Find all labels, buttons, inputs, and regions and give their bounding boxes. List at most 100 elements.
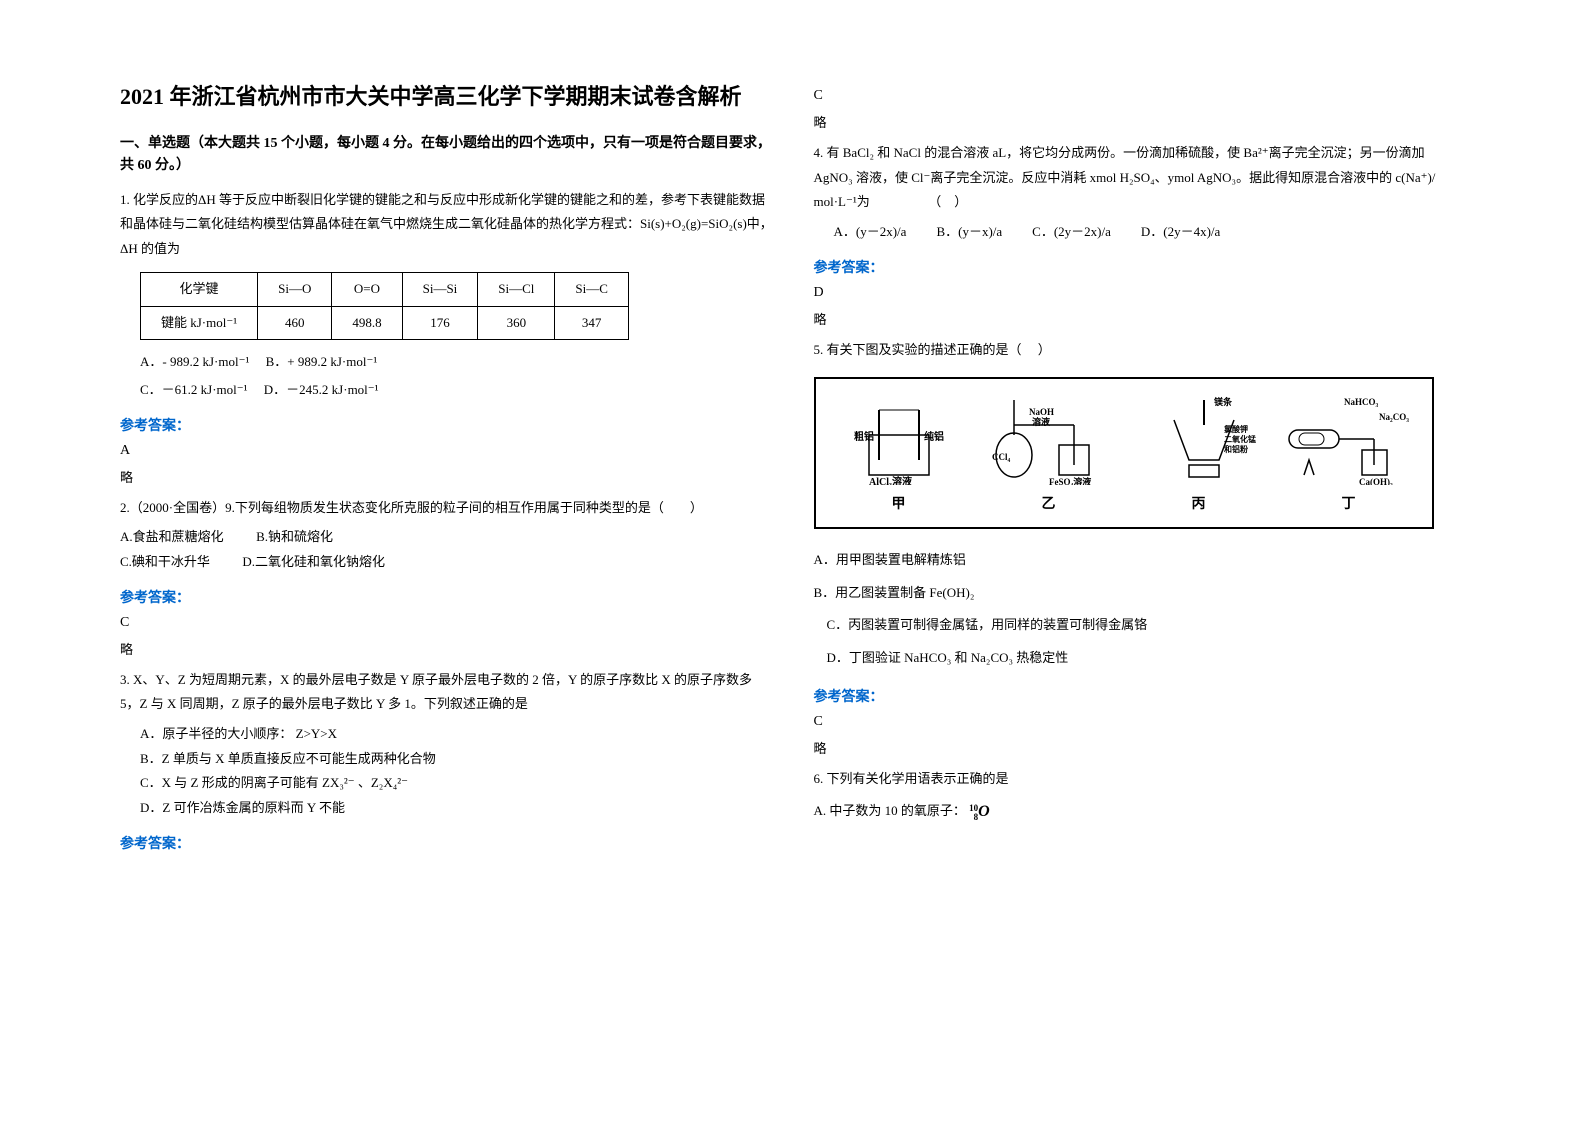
option-row: A.食盐和蔗糖熔化 B.钠和硫熔化 — [120, 525, 774, 550]
q4-answer: D — [814, 285, 1468, 301]
bond-energy-table: 化学键 Si—O O=O Si—Si Si—Cl Si—C 键能 kJ·mol⁻… — [140, 272, 629, 340]
note: 略 — [120, 639, 774, 658]
apparatus-3: 镁条 氯酸钾 二氧化锰 和铝粉 — [1134, 387, 1264, 487]
q5-answer: C — [814, 714, 1468, 730]
q5-text: 5. 有关下图及实验的描述正确的是（ ） — [814, 338, 1468, 363]
svg-text:CCl₄: CCl₄ — [992, 452, 1010, 462]
preparation-icon: NaOH 溶液 CCl₄ FeSO₄溶液 — [984, 390, 1114, 485]
svg-text:Na₂CO₃: Na₂CO₃ — [1379, 412, 1409, 422]
svg-text:氯酸钾: 氯酸钾 — [1224, 424, 1248, 434]
option-b: B．(y－x)/a — [936, 220, 1002, 245]
caption: 丙 — [1134, 492, 1264, 519]
table-cell: 498.8 — [332, 306, 402, 340]
table-cell: Si—Si — [402, 272, 478, 306]
question-4: 4. 有 BaCl₂ 和 NaCl 的混合溶液 aL，将它均分成两份。一份滴加稀… — [814, 141, 1468, 245]
option-d: D.二氧化硅和氧化钠熔化 — [242, 554, 385, 569]
caption: 甲 — [834, 492, 964, 519]
option-a: A.食盐和蔗糖熔化 — [120, 529, 224, 544]
thermite-icon: 镁条 氯酸钾 二氧化锰 和铝粉 — [1134, 390, 1264, 485]
option-a: A．原子半径的大小顺序： Z>Y>X — [140, 722, 774, 747]
question-6: 6. 下列有关化学用语表示正确的是 A. 中子数为 10 的氧原子： 108 O — [814, 767, 1468, 827]
oxygen-isotope-symbol: 108 O — [969, 797, 990, 827]
table-header-row: 化学键 Si—O O=O Si—Si Si—Cl Si—C — [141, 272, 629, 306]
option-a-prefix: A. 中子数为 10 的氧原子： — [814, 803, 966, 818]
q3-options: A．原子半径的大小顺序： Z>Y>X B．Z 单质与 X 单质直接反应不可能生成… — [120, 722, 774, 821]
q1-text: 1. 化学反应的ΔH 等于反应中断裂旧化学键的键能之和与反应中形成新化学键的键能… — [120, 188, 774, 262]
caption-row: 甲 乙 丙 丁 — [824, 492, 1424, 519]
option-c: C.碘和干冰升华 — [120, 554, 210, 569]
q4-text: 4. 有 BaCl₂ 和 NaCl 的混合溶液 aL，将它均分成两份。一份滴加稀… — [814, 141, 1468, 215]
q3-answer: C — [814, 88, 1468, 104]
answer-label: 参考答案： — [120, 833, 774, 853]
option-d: D．－245.2 kJ·mol⁻¹ — [264, 382, 379, 397]
apparatus-diagram: NaOH 溶液 CCl₄ FeSO₄溶液 — [984, 387, 1114, 487]
q1-answer: A — [120, 443, 774, 459]
question-5: 5. 有关下图及实验的描述正确的是（ ） 粗铝 纯铝 AlCl₃ — [814, 338, 1468, 674]
option-b: B．Z 单质与 X 单质直接反应不可能生成两种化合物 — [140, 747, 774, 772]
svg-text:粗铝: 粗铝 — [854, 430, 874, 443]
apparatus-diagram: 镁条 氯酸钾 二氧化锰 和铝粉 — [1134, 387, 1264, 487]
svg-text:纯铝: 纯铝 — [924, 430, 944, 443]
electrolysis-icon: 粗铝 纯铝 AlCl₃溶液 — [839, 390, 959, 485]
option-a: A．(y－2x)/a — [834, 220, 907, 245]
option-d: D．(2y－4x)/a — [1141, 220, 1220, 245]
answer-label: 参考答案： — [814, 686, 1468, 706]
note: 略 — [814, 738, 1468, 757]
svg-text:FeSO₄溶液: FeSO₄溶液 — [1049, 476, 1092, 485]
apparatus-figure: 粗铝 纯铝 AlCl₃溶液 NaO — [814, 377, 1434, 529]
note: 略 — [814, 309, 1468, 328]
answer-label: 参考答案： — [120, 415, 774, 435]
option-row: C．－61.2 kJ·mol⁻¹ D．－245.2 kJ·mol⁻¹ — [120, 378, 774, 403]
table-cell: Si—Cl — [478, 272, 555, 306]
table-cell: Si—C — [555, 272, 629, 306]
table-data-row: 键能 kJ·mol⁻¹ 460 498.8 176 360 347 — [141, 306, 629, 340]
note: 略 — [814, 112, 1468, 131]
left-column: 2021 年浙江省杭州市市大关中学高三化学下学期期末试卷含解析 一、单选题（本大… — [100, 80, 794, 1082]
question-3: 3. X、Y、Z 为短周期元素，X 的最外层电子数是 Y 原子最外层电子数的 2… — [120, 668, 774, 821]
svg-text:镁条: 镁条 — [1214, 396, 1233, 407]
question-1: 1. 化学反应的ΔH 等于反应中断裂旧化学键的键能之和与反应中形成新化学键的键能… — [120, 188, 774, 403]
page-title: 2021 年浙江省杭州市市大关中学高三化学下学期期末试卷含解析 — [120, 80, 774, 113]
right-column: C 略 4. 有 BaCl₂ 和 NaCl 的混合溶液 aL，将它均分成两份。一… — [794, 80, 1488, 1082]
option-c: C．X 与 Z 形成的阴离子可能有 ZX₃²⁻ 、Z₂X₄²⁻ — [140, 771, 774, 796]
apparatus-diagram: NaHCO₃ Na₂CO₃ Ca(OH)₂ — [1284, 387, 1414, 487]
table-cell: 360 — [478, 306, 555, 340]
q2-text: 2.（2000·全国卷）9.下列每组物质发生状态变化所克服的粒子间的相互作用属于… — [120, 496, 774, 521]
q2-options: A.食盐和蔗糖熔化 B.钠和硫熔化 C.碘和干冰升华 D.二氧化硅和氧化钠熔化 — [120, 525, 774, 574]
svg-text:AlCl₃溶液: AlCl₃溶液 — [869, 475, 912, 485]
option-row: A．- 989.2 kJ·mol⁻¹ B．+ 989.2 kJ·mol⁻¹ — [120, 350, 774, 375]
q1-options: A．- 989.2 kJ·mol⁻¹ B．+ 989.2 kJ·mol⁻¹ C．… — [120, 350, 774, 402]
option-c: C．－61.2 kJ·mol⁻¹ — [140, 382, 248, 397]
heating-icon: NaHCO₃ Na₂CO₃ Ca(OH)₂ — [1274, 390, 1424, 485]
svg-text:二氧化锰: 二氧化锰 — [1224, 434, 1256, 444]
caption: 乙 — [984, 492, 1114, 519]
q4-options: A．(y－2x)/a B．(y－x)/a C．(2y－2x)/a D．(2y－4… — [814, 220, 1468, 245]
option-b: B．用乙图装置制备 Fe(OH)₂ — [814, 577, 1468, 610]
table-cell: 460 — [258, 306, 332, 340]
option-d: D．丁图验证 NaHCO₃ 和 Na₂CO₃ 热稳定性 — [814, 642, 1468, 675]
table-cell: Si—O — [258, 272, 332, 306]
table-cell: 化学键 — [141, 272, 258, 306]
q3-text: 3. X、Y、Z 为短周期元素，X 的最外层电子数是 Y 原子最外层电子数的 2… — [120, 668, 774, 717]
option-a: A．用甲图装置电解精炼铝 — [814, 544, 1468, 577]
option-a: A．- 989.2 kJ·mol⁻¹ — [140, 354, 249, 369]
section-header: 一、单选题（本大题共 15 个小题，每小题 4 分。在每小题给出的四个选项中，只… — [120, 133, 774, 178]
note: 略 — [120, 467, 774, 486]
apparatus-1: 粗铝 纯铝 AlCl₃溶液 — [834, 387, 964, 487]
caption: 丁 — [1284, 492, 1414, 519]
svg-text:Ca(OH)₂: Ca(OH)₂ — [1359, 477, 1393, 485]
option-b: B.钠和硫熔化 — [256, 529, 333, 544]
table-cell: O=O — [332, 272, 402, 306]
figure-row: 粗铝 纯铝 AlCl₃溶液 NaO — [824, 387, 1424, 487]
q2-answer: C — [120, 615, 774, 631]
table-cell: 键能 kJ·mol⁻¹ — [141, 306, 258, 340]
option-d: D．Z 可作冶炼金属的原料而 Y 不能 — [140, 796, 774, 821]
question-2: 2.（2000·全国卷）9.下列每组物质发生状态变化所克服的粒子间的相互作用属于… — [120, 496, 774, 575]
table-cell: 347 — [555, 306, 629, 340]
apparatus-diagram: 粗铝 纯铝 AlCl₃溶液 — [834, 387, 964, 487]
table-cell: 176 — [402, 306, 478, 340]
svg-text:NaHCO₃: NaHCO₃ — [1344, 397, 1379, 407]
option-c: C．丙图装置可制得金属锰，用同样的装置可制得金属铬 — [814, 609, 1468, 642]
option-b: B．+ 989.2 kJ·mol⁻¹ — [266, 354, 378, 369]
apparatus-2: NaOH 溶液 CCl₄ FeSO₄溶液 — [984, 387, 1114, 487]
